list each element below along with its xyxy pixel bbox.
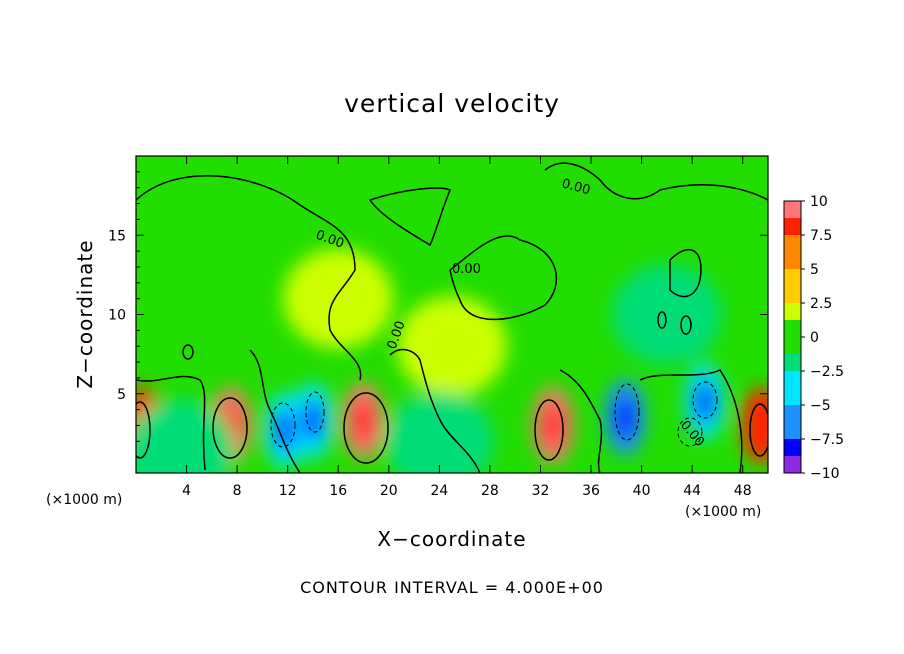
field-cell: [283, 248, 394, 349]
field-core: [275, 409, 296, 452]
x-tick-label: 44: [683, 483, 701, 499]
colorbar-swatch: [784, 303, 801, 321]
colorbar-swatch: [784, 422, 801, 440]
contour-line: [136, 401, 151, 459]
chart-title: vertical velocity: [344, 89, 560, 118]
field-core: [353, 399, 374, 442]
contour-line: [449, 235, 558, 321]
colorbar-swatch: [784, 371, 801, 389]
x-tick-label: 4: [182, 483, 191, 499]
colorbar-swatch: [784, 201, 801, 219]
contour-line: [749, 403, 768, 457]
x-tick-label: 32: [532, 483, 550, 499]
y-tick-label: 5: [117, 387, 126, 403]
contour-line: [639, 369, 743, 473]
x-unit-label-left: (×1000 m): [46, 492, 122, 508]
x-tick-label: 16: [329, 483, 347, 499]
colorbar-swatches: [784, 201, 801, 474]
colorbar-tick-label: −10: [810, 466, 840, 482]
x-tick-label: 12: [279, 483, 297, 499]
plot-area: 0.00 0.00 0.00 0.00 0.00 4 8 12 16 20 24 28 32 3…: [108, 155, 769, 499]
negative-contours: [270, 381, 718, 448]
colorbar-swatch: [784, 269, 801, 287]
x-tick-label: 20: [380, 483, 398, 499]
contour-line: [182, 344, 194, 360]
field-cell: [397, 296, 507, 397]
colorbar-tick-label: 5: [810, 262, 819, 278]
x-tick-label: 36: [582, 483, 600, 499]
colorbar-tick-label: −7.5: [810, 432, 844, 448]
colorbar: 10 7.5 5 2.5 0 −2.5 −5 −7.5 −10: [783, 194, 844, 482]
contour-line: [544, 162, 768, 201]
colorbar-tick-label: −2.5: [810, 364, 844, 380]
field-cell: [611, 264, 722, 365]
zero-contours: [136, 162, 768, 473]
contour-interval-note: CONTOUR INTERVAL = 4.000E+00: [300, 578, 604, 597]
colorbar-ticks: 10 7.5 5 2.5 0 −2.5 −5 −7.5 −10: [801, 194, 844, 482]
contour-line: [692, 381, 718, 419]
x-tick-label: 24: [430, 483, 448, 499]
contour-line: [368, 187, 451, 247]
velocity-field: [136, 248, 768, 473]
contour-line: [343, 392, 389, 464]
colorbar-tick-label: 0: [810, 330, 819, 346]
colorbar-swatch: [784, 320, 801, 338]
field-core: [694, 380, 715, 423]
colorbar-swatch: [784, 235, 801, 253]
colorbar-swatch: [784, 337, 801, 355]
colorbar-swatch: [784, 354, 801, 372]
colorbar-tick-label: 7.5: [810, 228, 832, 244]
contour-line: [677, 417, 703, 447]
colorbar-tick-label: 2.5: [810, 296, 832, 312]
contour-line: [534, 399, 564, 461]
contour-label: 0.00: [560, 176, 592, 198]
field-cell: [136, 399, 236, 473]
contour-line: [305, 391, 325, 433]
contour-line: [249, 349, 301, 473]
colorbar-swatch: [784, 388, 801, 406]
colorbar-swatch: [784, 439, 801, 457]
contour-line: [389, 348, 481, 473]
colorbar-swatch: [784, 456, 801, 474]
y-axis-label: Z−coordinate: [73, 239, 97, 388]
colorbar-swatch: [784, 286, 801, 304]
contour-line: [136, 375, 206, 471]
y-tick-label: 15: [108, 228, 126, 244]
field-blobs: [136, 248, 768, 473]
field-core: [751, 404, 768, 447]
x-tick-label: 28: [481, 483, 499, 499]
x-tick-label: 48: [734, 483, 752, 499]
contour-label: 0.00: [452, 262, 481, 277]
x-axis-label: X−coordinate: [377, 527, 526, 551]
field-core: [615, 396, 636, 439]
contour-line: [614, 383, 640, 441]
contour-line: [657, 311, 667, 329]
contour-line: [136, 174, 362, 381]
x-tick-label: 40: [633, 483, 651, 499]
colorbar-tick-label: −5: [810, 398, 831, 414]
colorbar-tick-label: 10: [810, 194, 828, 210]
field-core: [543, 404, 564, 447]
colorbar-swatch: [784, 218, 801, 236]
x-tick-label: 8: [233, 483, 242, 499]
contour-line: [559, 369, 603, 473]
contour-line: [212, 397, 248, 459]
y-tick-label: 10: [108, 308, 126, 324]
field-core: [302, 399, 323, 442]
field-cell: [384, 391, 495, 473]
colorbar-swatch: [784, 252, 801, 270]
contour-line: [680, 315, 692, 335]
contour-line: [270, 402, 296, 448]
x-unit-label-right: (×1000 m): [685, 504, 761, 520]
contour-line: [669, 248, 702, 298]
colorbar-swatch: [784, 405, 801, 423]
